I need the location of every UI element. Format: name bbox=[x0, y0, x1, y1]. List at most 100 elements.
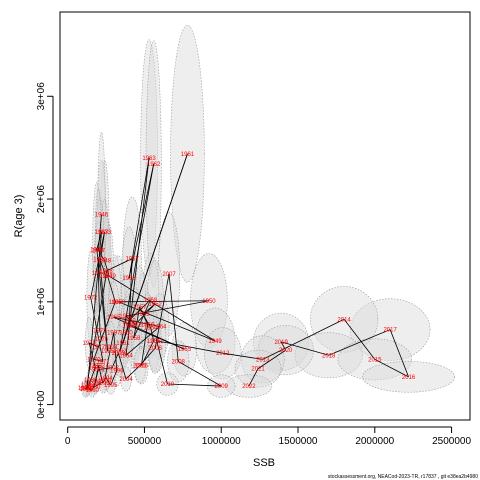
year-label-1955: 1955 bbox=[135, 364, 149, 370]
year-label-1984: 1984 bbox=[90, 247, 104, 253]
segment-1948-1949 bbox=[104, 260, 110, 277]
year-label-1953: 1953 bbox=[136, 312, 150, 318]
x-tick-label: 2000000 bbox=[355, 436, 394, 447]
credit-text: stockassessment.org, NEACod-2023-TR, r17… bbox=[328, 474, 478, 480]
year-label-2011: 2011 bbox=[150, 339, 164, 345]
segment-2020-2021 bbox=[257, 349, 286, 369]
segment-1958-1958 bbox=[133, 299, 151, 338]
year-label-1956: 1956 bbox=[141, 322, 155, 328]
year-label-1965: 1965 bbox=[107, 315, 121, 321]
year-label-1960: 1960 bbox=[119, 331, 133, 337]
year-label-2019: 2019 bbox=[274, 340, 288, 346]
year-label-1963: 1963 bbox=[142, 156, 156, 162]
year-label-1997: 1997 bbox=[107, 331, 121, 337]
x-axis: 0 500000 1000000 1500000 2000000 2500000 bbox=[65, 426, 471, 447]
year-label-1974: 1974 bbox=[92, 271, 106, 277]
year-label-2000: 2000 bbox=[87, 385, 101, 391]
x-tick-label: 2500000 bbox=[432, 436, 471, 447]
year-label-1958: 1958 bbox=[144, 298, 158, 304]
year-label-1994: 1994 bbox=[99, 376, 113, 382]
y-tick-label: 1e+06 bbox=[36, 287, 47, 316]
year-label-1989: 1989 bbox=[78, 386, 92, 392]
year-label-1995: 1995 bbox=[104, 383, 118, 389]
year-label-1982: 1982 bbox=[81, 383, 95, 389]
year-label-1968: 1968 bbox=[99, 269, 113, 275]
year-label-1951: 1951 bbox=[119, 314, 133, 320]
year-label-1949: 1949 bbox=[102, 274, 116, 280]
year-label-2007: 2007 bbox=[162, 272, 176, 278]
year-label-1957: 1957 bbox=[133, 305, 147, 311]
segment-2013-2014 bbox=[262, 318, 345, 360]
year-label-1964: 1964 bbox=[119, 353, 133, 359]
segment-2019-2020 bbox=[280, 341, 287, 351]
year-label-1961: 1961 bbox=[181, 152, 195, 158]
segment-1968-1969 bbox=[105, 270, 116, 302]
segment-2004-2005 bbox=[125, 365, 141, 380]
year-label-1963: 1963 bbox=[122, 276, 136, 282]
segment-1963-1963 bbox=[128, 157, 150, 279]
year-label-1947: 1947 bbox=[92, 248, 106, 254]
segment-2015-2016 bbox=[374, 359, 409, 378]
segment-2003-2004 bbox=[117, 353, 127, 380]
segment-1996-1997 bbox=[113, 332, 118, 371]
x-tick-label: 1000000 bbox=[202, 436, 241, 447]
year-label-1964: 1964 bbox=[153, 324, 167, 330]
segment-1966-1967 bbox=[128, 258, 133, 326]
year-label-1952: 1952 bbox=[129, 322, 143, 328]
segment-1965-1966 bbox=[128, 325, 185, 350]
year-label-2010: 2010 bbox=[161, 382, 175, 388]
year-label-1962: 1962 bbox=[147, 162, 161, 168]
year-label-2005: 2005 bbox=[133, 364, 147, 370]
segment-1946-1947 bbox=[97, 214, 102, 251]
year-label-2002: 2002 bbox=[106, 366, 120, 372]
segment-1982-1983 bbox=[87, 231, 102, 386]
year-label-2001: 2001 bbox=[92, 368, 106, 374]
segment-1975-1976 bbox=[99, 330, 102, 339]
segment-2000-2001 bbox=[93, 369, 99, 388]
year-label-1967: 1967 bbox=[125, 257, 139, 263]
year-label-1959: 1959 bbox=[122, 318, 136, 324]
year-labels: 1946 1947 1948 1949 1950 1951 1952 1953 1954 1955… bbox=[78, 152, 416, 394]
year-label-1950: 1950 bbox=[112, 300, 126, 306]
segment-1998-1999 bbox=[104, 346, 112, 382]
year-label-1962: 1962 bbox=[113, 349, 127, 355]
segment-1972-1973 bbox=[90, 231, 105, 298]
segment-2001-2002 bbox=[98, 367, 113, 371]
segment-1973-1974 bbox=[97, 231, 105, 274]
segment-2005-2006 bbox=[139, 347, 156, 366]
year-label-2020: 2020 bbox=[279, 348, 293, 354]
recruitment-path bbox=[84, 153, 409, 391]
year-label-1948: 1948 bbox=[98, 259, 112, 265]
year-label-2018: 2018 bbox=[322, 353, 336, 359]
segment-2011-2012 bbox=[156, 340, 223, 354]
segment-1949-1949 bbox=[108, 275, 216, 342]
x-tick-label: 0 bbox=[65, 436, 71, 447]
year-label-2004: 2004 bbox=[119, 377, 133, 383]
x-tick-label: 500000 bbox=[128, 436, 162, 447]
year-label-2009: 2009 bbox=[215, 384, 229, 390]
segment-1989-1990 bbox=[84, 387, 93, 391]
segment-1969-1970 bbox=[93, 301, 116, 360]
segment-2014-2015 bbox=[343, 319, 376, 360]
year-label-1978: 1978 bbox=[82, 341, 96, 347]
year-label-1975: 1975 bbox=[93, 329, 107, 335]
segment-1980-1981 bbox=[87, 379, 92, 389]
year-label-1977: 1977 bbox=[92, 345, 106, 351]
year-label-1998: 1998 bbox=[104, 345, 118, 351]
year-label-1976: 1976 bbox=[95, 337, 109, 343]
segment-1987-1988 bbox=[85, 276, 107, 390]
segment-1979-1980 bbox=[90, 367, 96, 381]
segment-1974-1975 bbox=[97, 273, 101, 331]
segment-2006-2007 bbox=[154, 273, 170, 349]
year-label-1983: 1983 bbox=[95, 230, 109, 236]
year-label-1987: 1987 bbox=[99, 274, 113, 280]
segment-2016-2017 bbox=[389, 329, 409, 377]
segment-1963-1964 bbox=[125, 157, 150, 356]
y-axis: 0e+00 1e+06 2e+06 3e+06 bbox=[36, 82, 54, 419]
year-label-1955: 1955 bbox=[147, 339, 161, 345]
y-tick-label: 0e+00 bbox=[36, 390, 47, 419]
year-label-1988: 1988 bbox=[79, 387, 93, 393]
year-label-1980: 1980 bbox=[84, 378, 98, 384]
year-label-2021: 2021 bbox=[251, 367, 265, 373]
year-label-2012: 2012 bbox=[216, 351, 230, 357]
